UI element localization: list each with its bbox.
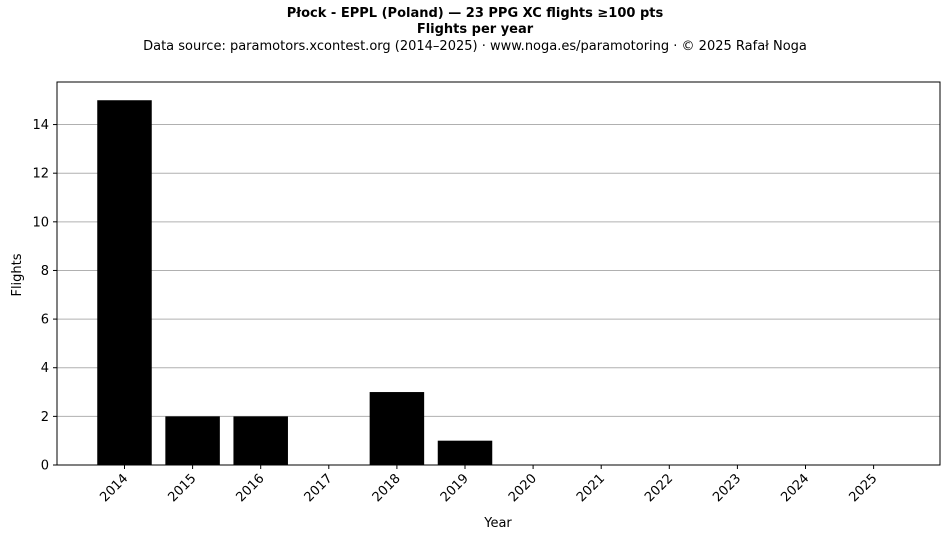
bars [97, 100, 493, 465]
x-tick-label: 2017 [302, 471, 336, 505]
y-axis-label: Flights [10, 253, 25, 296]
grid-lines [57, 124, 940, 417]
bar-2014 [97, 100, 152, 465]
x-tick-label: 2024 [778, 471, 812, 505]
x-tick-label: 2025 [846, 471, 880, 505]
x-axis: 2014 2015 2016 2017 2018 2019 2020 2021 2022 2023… [97, 465, 880, 505]
x-tick-label: 2016 [234, 471, 268, 505]
chart-subtitle: Flights per year [416, 22, 534, 37]
bar-2019 [437, 440, 493, 465]
y-tick-label: 8 [41, 264, 49, 279]
x-tick-label: 2022 [642, 471, 676, 505]
y-tick-label: 14 [32, 118, 49, 133]
bar-2016 [233, 416, 288, 465]
x-tick-label: 2020 [506, 471, 540, 505]
x-tick-label: 2023 [710, 471, 744, 505]
bar-2015 [165, 416, 220, 465]
bar-2018 [369, 392, 425, 465]
y-tick-label: 2 [41, 410, 49, 425]
x-tick-label: 2019 [438, 471, 472, 505]
y-tick-label: 6 [41, 313, 49, 328]
y-tick-label: 4 [41, 361, 49, 376]
x-tick-label: 2014 [97, 471, 131, 505]
y-axis: 0 2 4 6 8 10 12 14 [32, 118, 57, 474]
y-tick-label: 0 [41, 459, 49, 474]
x-tick-label: 2015 [165, 471, 199, 505]
chart-titles: Płock - EPPL (Poland) — 23 PPG XC flight… [0, 6, 950, 56]
y-tick-label: 10 [32, 215, 49, 230]
chart-source-note: Data source: paramotors.xcontest.org (20… [143, 39, 807, 54]
x-tick-label: 2018 [370, 471, 404, 505]
y-tick-label: 12 [32, 167, 49, 182]
chart-title: Płock - EPPL (Poland) — 23 PPG XC flight… [286, 6, 664, 21]
plot-frame [56, 81, 941, 466]
x-axis-label: Year [483, 516, 512, 531]
x-tick-label: 2021 [574, 471, 608, 505]
